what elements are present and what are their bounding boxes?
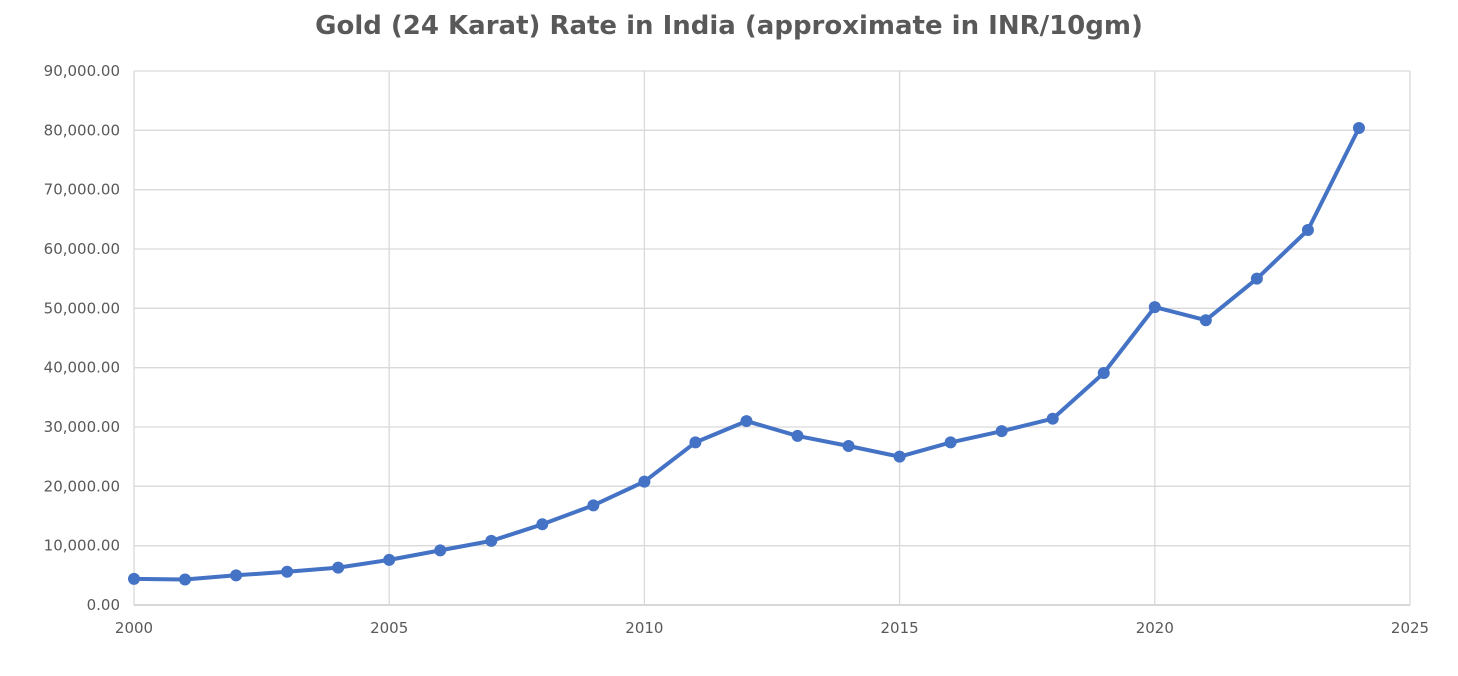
series-gold-rate — [128, 121, 1365, 586]
x-tick-label: 2005 — [370, 619, 408, 637]
data-point — [1352, 121, 1365, 134]
y-tick-label: 10,000.00 — [44, 537, 120, 555]
data-point — [485, 534, 498, 547]
data-point — [332, 561, 345, 574]
y-tick-label: 50,000.00 — [44, 299, 120, 317]
data-point — [638, 475, 651, 488]
data-point — [587, 499, 600, 512]
data-point — [740, 415, 753, 428]
data-point — [893, 450, 906, 463]
data-point — [1199, 314, 1212, 327]
x-tick-label: 2015 — [881, 619, 919, 637]
data-point — [791, 429, 804, 442]
y-tick-label: 70,000.00 — [44, 181, 120, 199]
y-tick-label: 90,000.00 — [44, 62, 120, 80]
data-point — [944, 436, 957, 449]
data-point — [536, 518, 549, 531]
x-tick-label: 2020 — [1136, 619, 1174, 637]
chart-title: Gold (24 Karat) Rate in India (approxima… — [315, 11, 1143, 41]
series-line — [133, 127, 1361, 582]
y-axis: 0.00 10,000.00 20,000.00 30,000.00 40,000.00… — [44, 62, 120, 614]
data-point — [1148, 301, 1161, 314]
x-tick-label: 2000 — [115, 619, 153, 637]
grid — [133, 70, 1411, 606]
data-point — [128, 572, 140, 585]
data-point — [281, 565, 294, 578]
x-tick-label: 2025 — [1391, 619, 1429, 637]
data-point — [842, 439, 855, 452]
y-tick-label: 0.00 — [87, 596, 120, 614]
data-point — [179, 573, 192, 586]
data-point — [434, 544, 447, 557]
y-tick-label: 80,000.00 — [44, 121, 120, 139]
data-point — [1250, 272, 1263, 285]
y-tick-label: 20,000.00 — [44, 477, 120, 495]
data-point — [1097, 367, 1110, 380]
data-point — [1046, 412, 1059, 425]
data-point — [1301, 224, 1314, 237]
y-tick-label: 60,000.00 — [44, 240, 120, 258]
data-point — [230, 569, 243, 582]
data-point — [383, 553, 396, 566]
x-axis: 2000 2005 2010 2015 2020 2025 — [115, 619, 1429, 637]
x-tick-label: 2010 — [625, 619, 663, 637]
data-point — [689, 436, 702, 449]
y-tick-label: 40,000.00 — [44, 359, 120, 377]
data-point — [995, 425, 1008, 438]
y-tick-label: 30,000.00 — [44, 418, 120, 436]
